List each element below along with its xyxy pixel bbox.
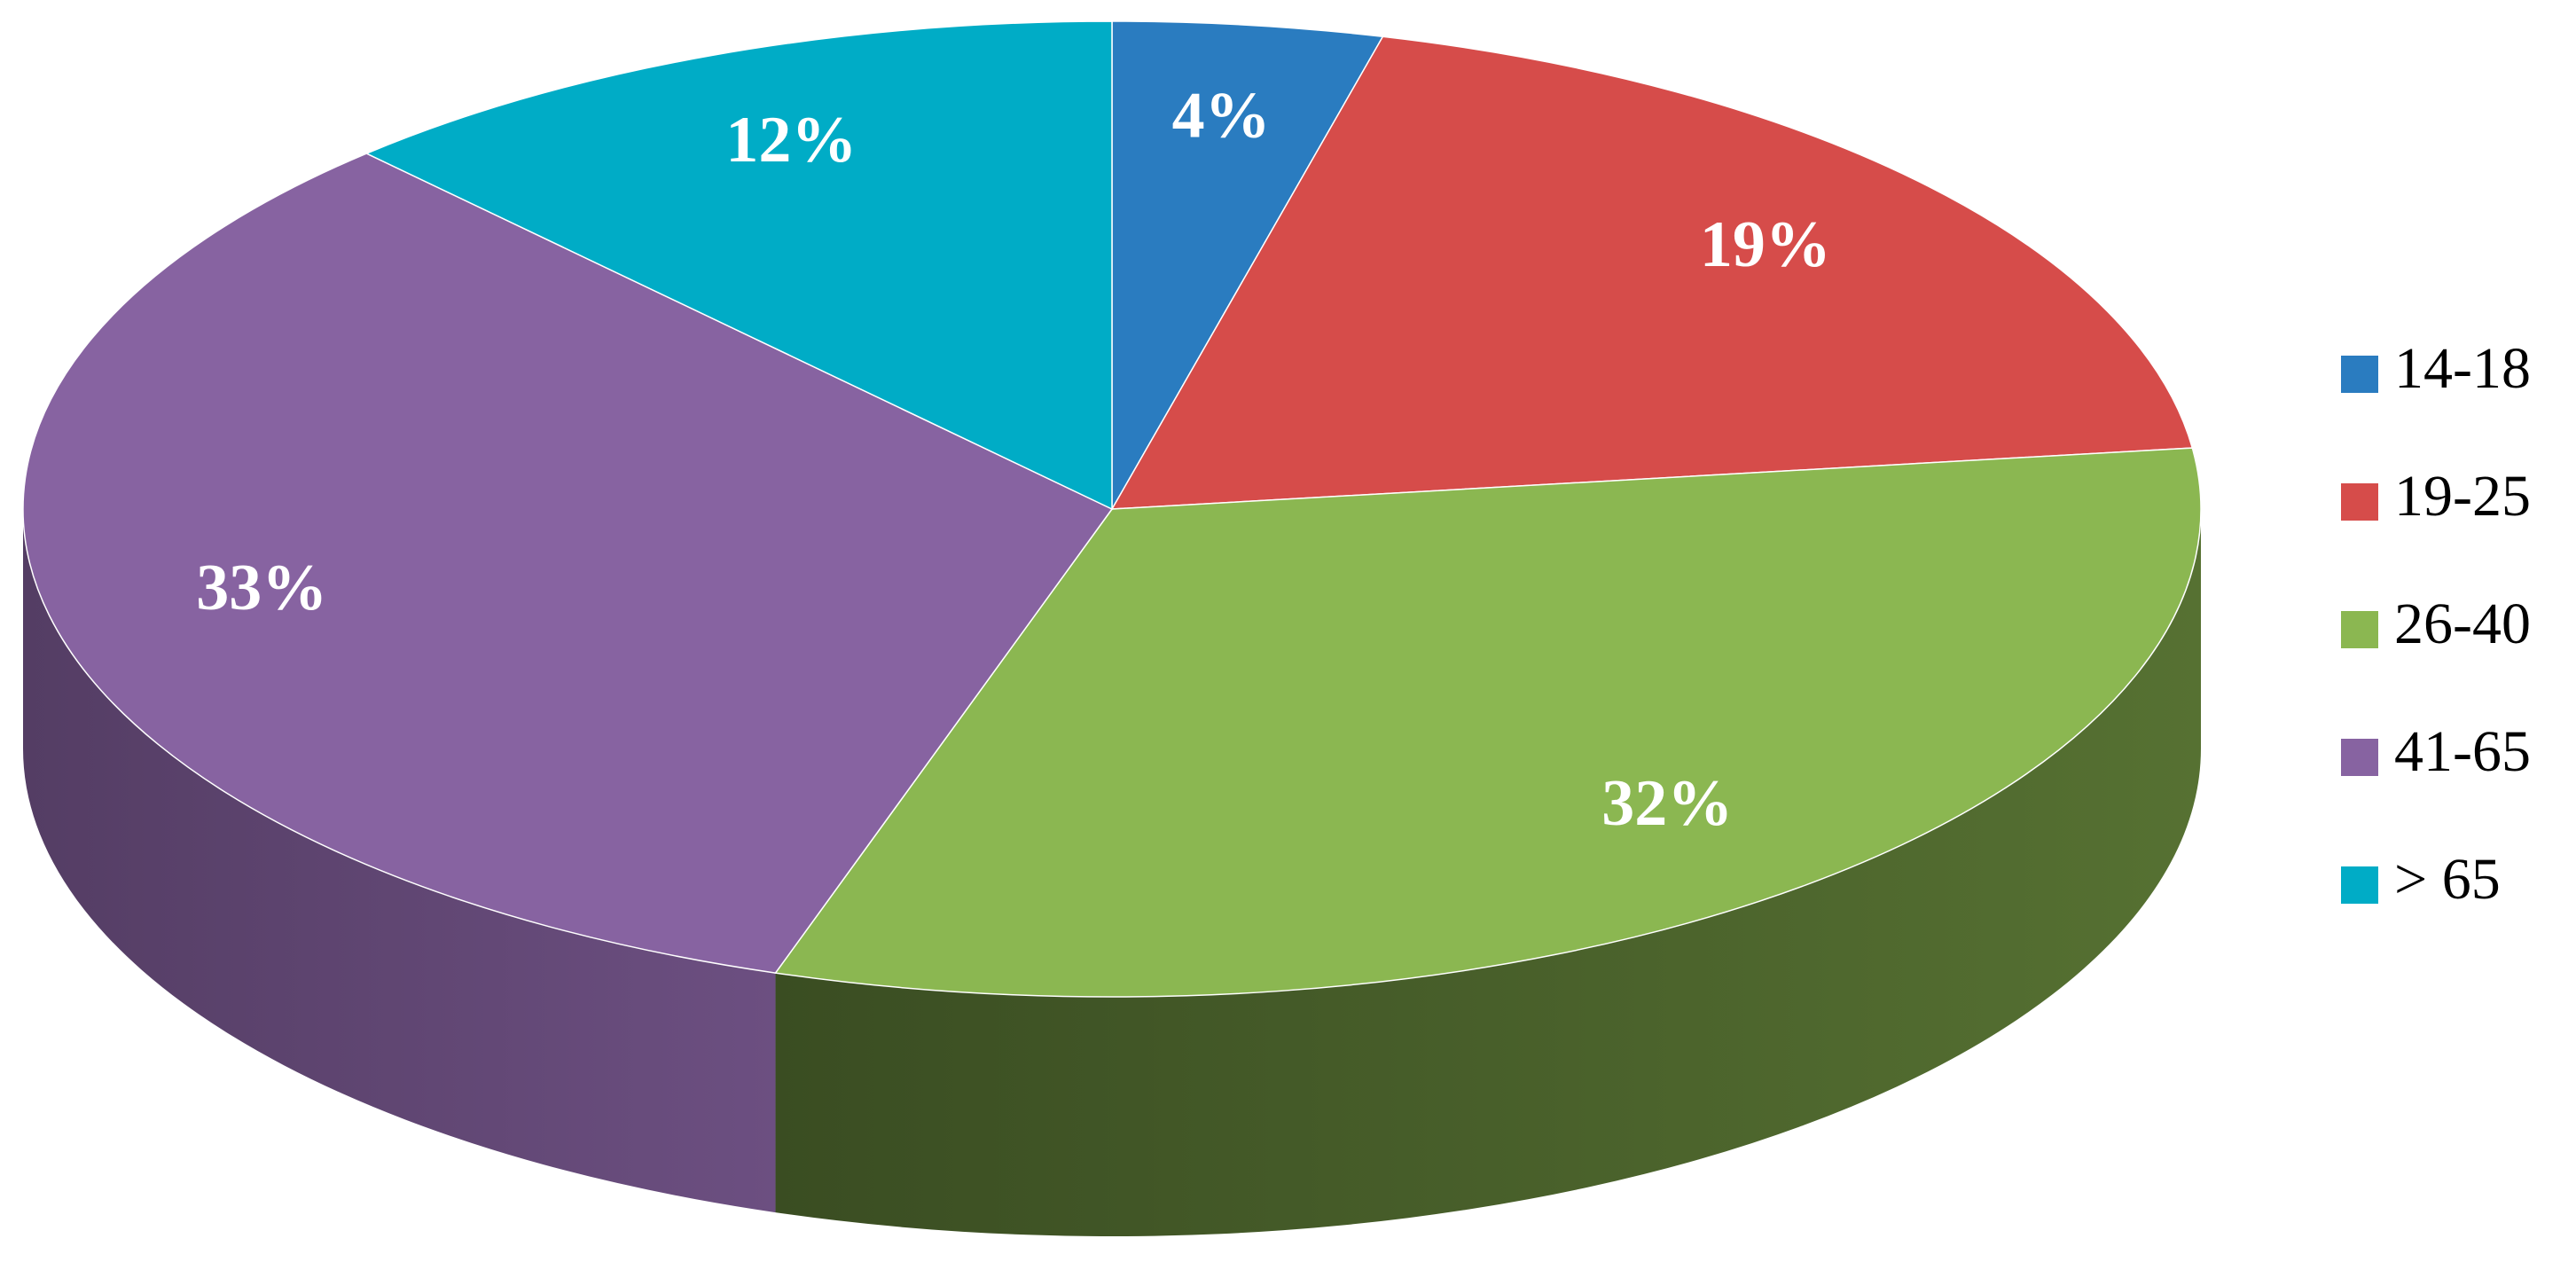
- pie-labels: 4% 19% 32% 33% 12%: [196, 79, 1831, 840]
- data-label: 33%: [196, 552, 327, 624]
- pie-slice: [1111, 20, 1384, 512]
- legend-label: 19-25: [2394, 464, 2531, 529]
- pie-wall: [775, 509, 2202, 1236]
- data-label: 32%: [1601, 767, 1733, 840]
- pie-slice: [774, 447, 2202, 998]
- pie-slice: [1110, 35, 2194, 510]
- pie-wall: [23, 509, 776, 1213]
- legend: 14-18 19-25 26-40 41-65 > 65: [2341, 336, 2531, 912]
- legend-label: 41-65: [2394, 719, 2531, 784]
- legend-swatch: [2341, 356, 2378, 393]
- pie-slice: [22, 153, 1114, 974]
- data-label: 4%: [1172, 79, 1271, 152]
- legend-swatch: [2341, 739, 2378, 776]
- pie-slice: [364, 20, 1113, 511]
- legend-swatch: [2341, 866, 2378, 904]
- pie-walls: [23, 509, 2202, 1236]
- legend-swatch: [2341, 483, 2378, 521]
- pie-tops: [22, 20, 2202, 998]
- legend-swatch: [2341, 611, 2378, 648]
- legend-label: > 65: [2394, 847, 2501, 912]
- legend-label: 14-18: [2394, 336, 2531, 401]
- legend-label: 26-40: [2394, 592, 2531, 656]
- data-label: 19%: [1700, 208, 1831, 281]
- data-label: 12%: [725, 104, 857, 176]
